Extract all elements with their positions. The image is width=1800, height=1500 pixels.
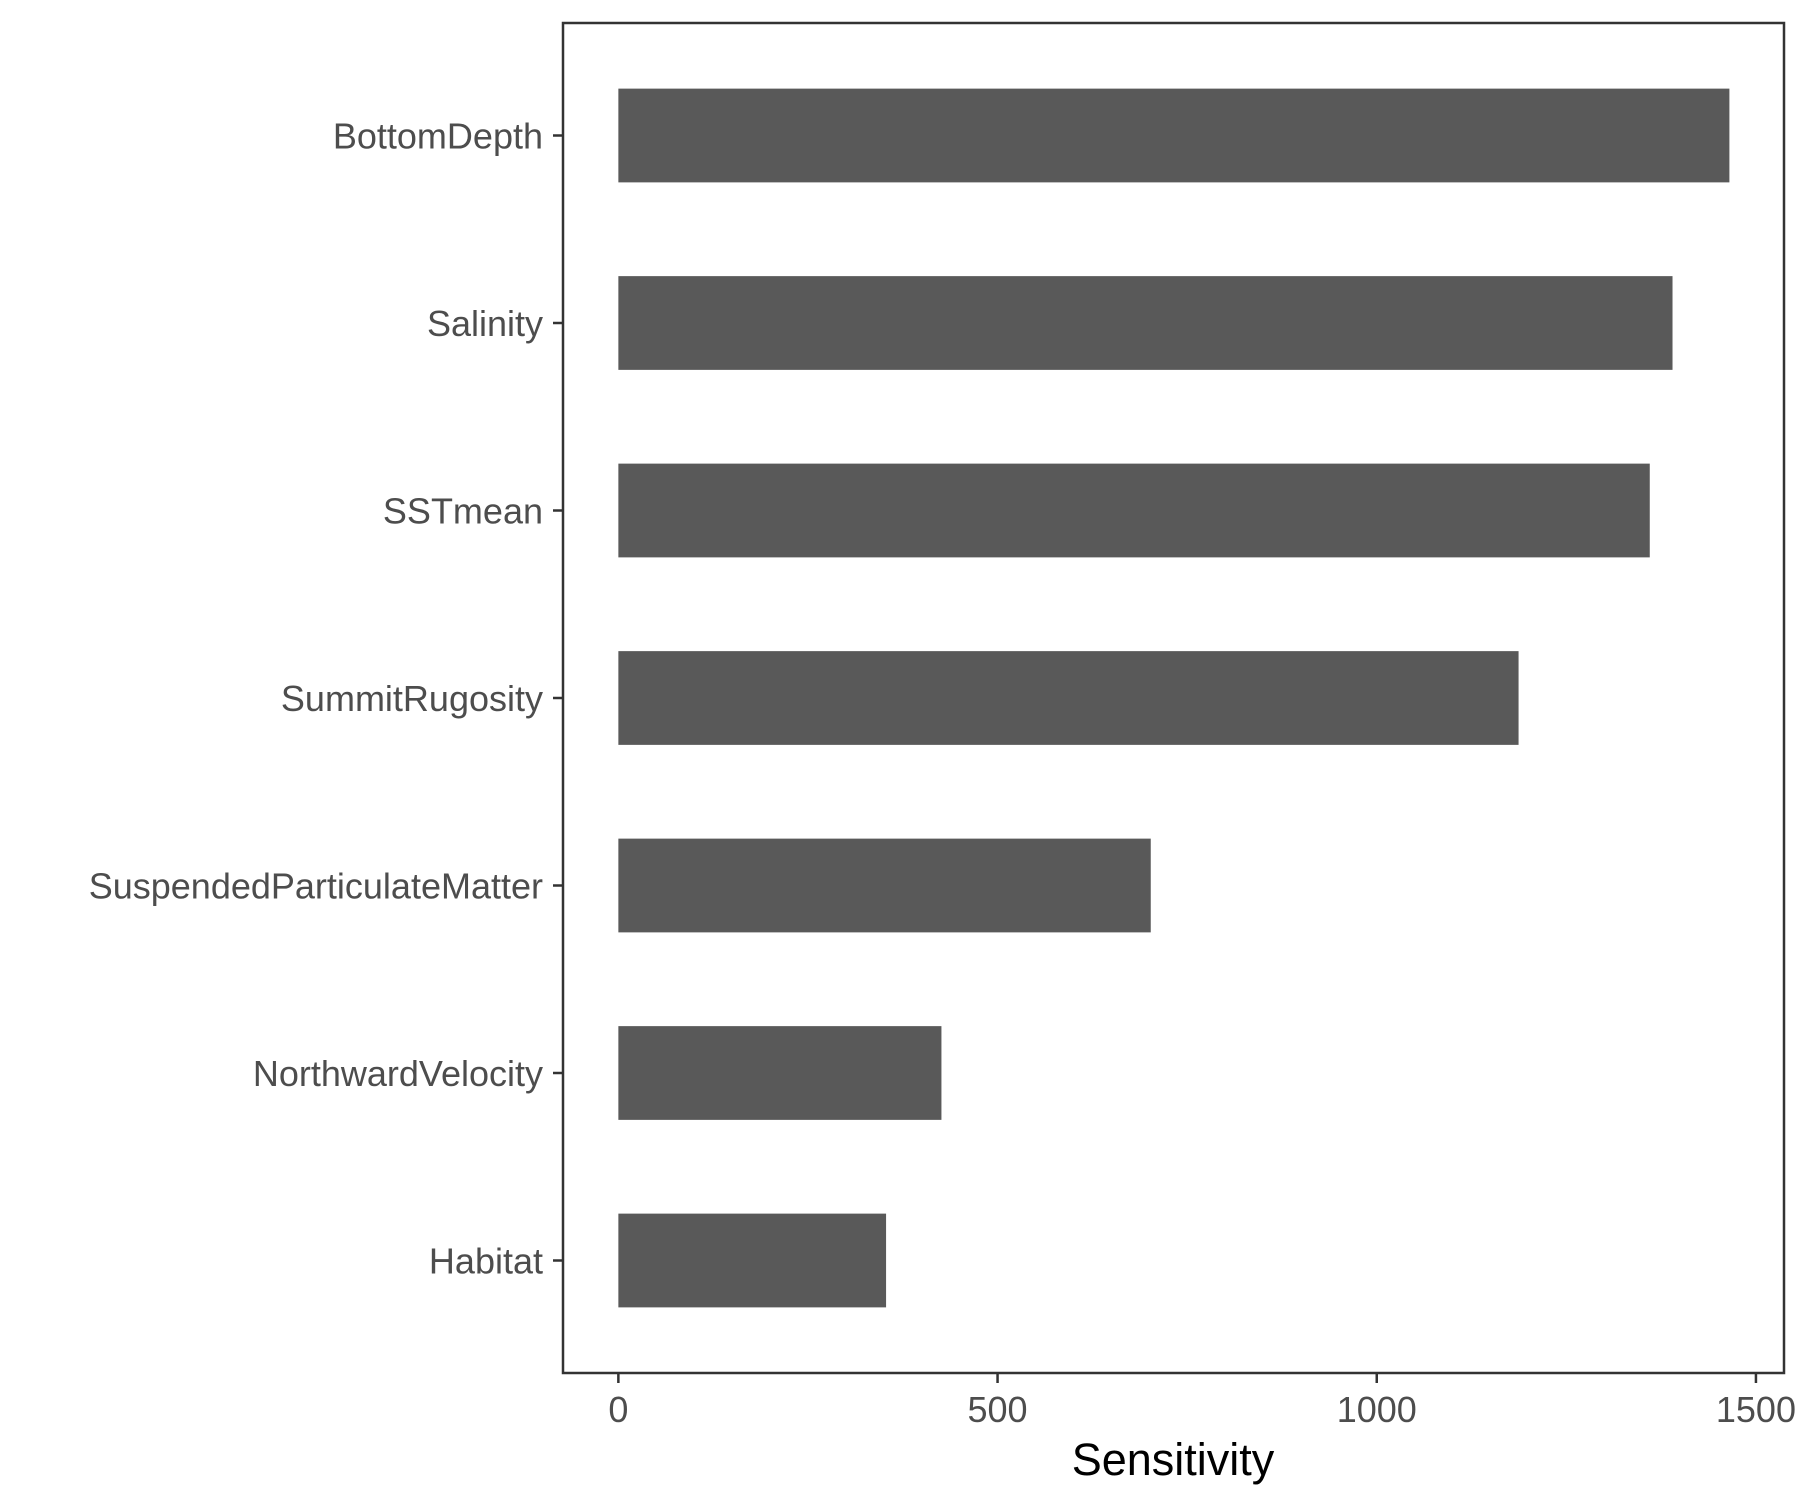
x-tick-label: 0 bbox=[608, 1389, 628, 1430]
bar-SuspendedParticulateMatter bbox=[618, 838, 1151, 933]
panel-border bbox=[561, 21, 1786, 1375]
bar-BottomDepth bbox=[618, 88, 1730, 183]
y-tick-label: NorthwardVelocity bbox=[253, 1053, 543, 1094]
y-tick-label: SummitRugosity bbox=[281, 678, 543, 719]
y-axis-ticks: BottomDepth Salinity SSTmean SummitRugosity… bbox=[89, 116, 563, 1282]
x-axis-ticks: 0 500 1000 1500 bbox=[608, 1373, 1796, 1430]
y-tick-label: SSTmean bbox=[383, 491, 543, 532]
bar-Habitat bbox=[618, 1213, 887, 1308]
bar-SSTmean bbox=[618, 463, 1650, 558]
y-tick-label: Habitat bbox=[429, 1241, 543, 1282]
bars-group bbox=[618, 88, 1730, 1308]
y-tick-label: SuspendedParticulateMatter bbox=[89, 866, 543, 907]
bar-SummitRugosity bbox=[618, 651, 1519, 745]
x-tick-label: 1500 bbox=[1716, 1389, 1796, 1430]
x-tick-label: 500 bbox=[968, 1389, 1028, 1430]
y-tick-label: Salinity bbox=[427, 303, 543, 344]
x-tick-label: 1000 bbox=[1337, 1389, 1417, 1430]
bar-NorthwardVelocity bbox=[618, 1026, 942, 1120]
bar-Salinity bbox=[618, 276, 1673, 370]
x-axis-title: Sensitivity bbox=[1072, 1434, 1275, 1485]
y-tick-label: BottomDepth bbox=[333, 116, 543, 157]
